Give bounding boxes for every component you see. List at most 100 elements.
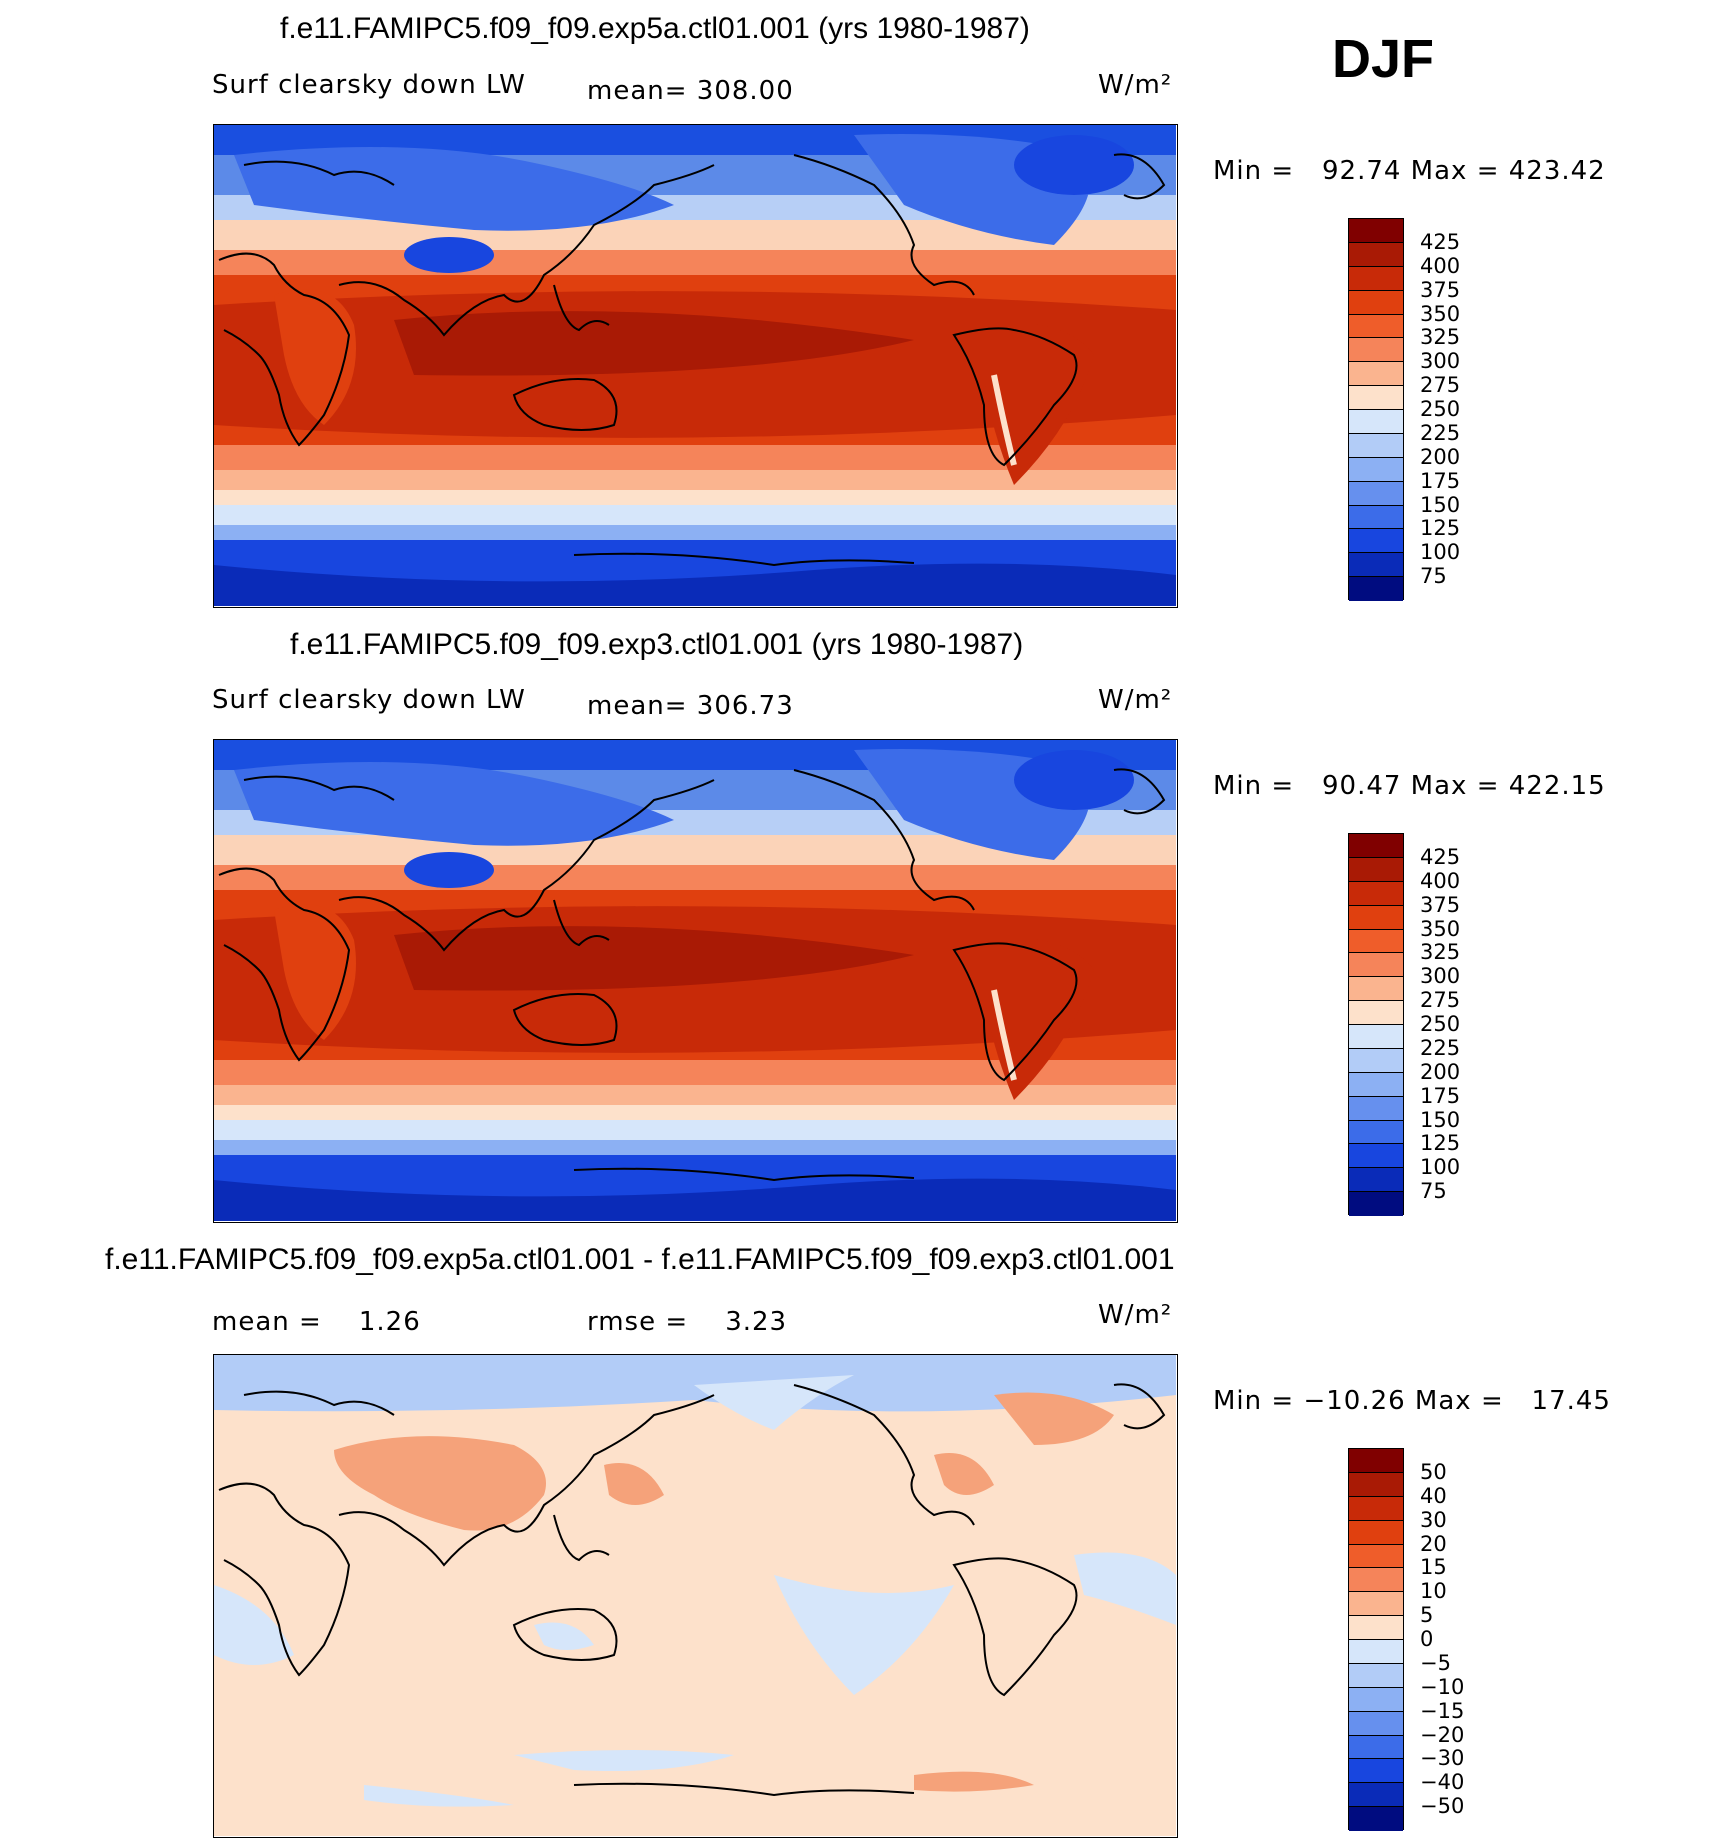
colorbar-label: 250 bbox=[1420, 397, 1461, 421]
colorbar-swatch bbox=[1349, 1735, 1403, 1760]
colorbar-label: 325 bbox=[1420, 325, 1461, 350]
colorbar-swatch bbox=[1349, 1025, 1403, 1049]
colorbar-label: 400 bbox=[1420, 253, 1461, 278]
colorbar-swatch bbox=[1349, 1687, 1403, 1712]
colorbar-label: 5 bbox=[1420, 1603, 1434, 1628]
colorbar-swatch bbox=[1349, 1072, 1403, 1097]
panel-3-map bbox=[213, 1354, 1178, 1838]
season-label: DJF bbox=[1332, 29, 1435, 89]
colorbar-label: 325 bbox=[1420, 940, 1461, 965]
panel-3-units: W/m² bbox=[1098, 1300, 1173, 1330]
colorbar-label: 50 bbox=[1420, 1459, 1447, 1484]
colorbar-swatch bbox=[1349, 1544, 1403, 1569]
colorbar-swatch bbox=[1349, 1048, 1403, 1073]
colorbar-label: 150 bbox=[1420, 1107, 1461, 1132]
panel-1-map bbox=[213, 124, 1178, 608]
colorbar-swatch bbox=[1349, 457, 1403, 482]
colorbar-label: −5 bbox=[1420, 1650, 1451, 1675]
colorbar-label: 200 bbox=[1420, 444, 1461, 469]
colorbar-label: 20 bbox=[1420, 1531, 1447, 1556]
colorbar-swatch bbox=[1349, 1807, 1403, 1831]
colorbar-swatch bbox=[1349, 953, 1403, 978]
panel-3-colorbar bbox=[1348, 1448, 1404, 1831]
colorbar-swatch bbox=[1349, 1472, 1403, 1497]
panel-1-minmax: Min = 92.74 Max = 423.42 bbox=[1213, 156, 1606, 186]
colorbar-swatch bbox=[1349, 1120, 1403, 1145]
colorbar-label: 425 bbox=[1420, 229, 1461, 254]
colorbar-swatch bbox=[1349, 433, 1403, 458]
colorbar-swatch bbox=[1349, 481, 1403, 506]
panel-2-field bbox=[214, 740, 1176, 1221]
panel-1-mean: mean= 308.00 bbox=[587, 76, 794, 106]
colorbar-swatch bbox=[1349, 314, 1403, 339]
colorbar-label: −50 bbox=[1420, 1794, 1465, 1819]
colorbar-swatch bbox=[1349, 386, 1403, 410]
colorbar-label: 40 bbox=[1420, 1483, 1447, 1508]
colorbar-swatch bbox=[1349, 1144, 1403, 1169]
colorbar-label: 75 bbox=[1420, 564, 1447, 589]
colorbar-swatch bbox=[1349, 1640, 1403, 1664]
colorbar-swatch bbox=[1349, 977, 1403, 1002]
colorbar-swatch bbox=[1349, 1520, 1403, 1545]
panel-3-minmax: Min = −10.26 Max = 17.45 bbox=[1213, 1386, 1611, 1416]
colorbar-swatch bbox=[1349, 1096, 1403, 1121]
panel-2-units: W/m² bbox=[1098, 685, 1173, 715]
colorbar-label: 10 bbox=[1420, 1579, 1447, 1604]
colorbar-label: 350 bbox=[1420, 916, 1461, 941]
colorbar-swatch bbox=[1349, 219, 1403, 243]
colorbar-swatch bbox=[1349, 857, 1403, 882]
colorbar-swatch bbox=[1349, 1001, 1403, 1025]
colorbar-label: 300 bbox=[1420, 964, 1461, 989]
colorbar-swatch bbox=[1349, 338, 1403, 363]
colorbar-swatch bbox=[1349, 1192, 1403, 1216]
colorbar-label: 375 bbox=[1420, 277, 1461, 302]
panel-3-mean: mean = 1.26 bbox=[212, 1307, 421, 1337]
colorbar-swatch bbox=[1349, 553, 1403, 578]
panel-2-title: f.e11.FAMIPC5.f09_f09.exp3.ctl01.001 (yr… bbox=[290, 628, 1024, 661]
colorbar-label: 275 bbox=[1420, 373, 1461, 398]
colorbar-swatch bbox=[1349, 1663, 1403, 1688]
colorbar-swatch bbox=[1349, 242, 1403, 267]
colorbar-swatch bbox=[1349, 881, 1403, 906]
colorbar-label: 425 bbox=[1420, 844, 1461, 869]
panel-2-minmax: Min = 90.47 Max = 422.15 bbox=[1213, 771, 1606, 801]
colorbar-label: −15 bbox=[1420, 1698, 1465, 1723]
colorbar-swatch bbox=[1349, 1759, 1403, 1784]
panel-3-field bbox=[214, 1355, 1176, 1836]
colorbar-swatch bbox=[1349, 505, 1403, 530]
colorbar-swatch bbox=[1349, 1783, 1403, 1808]
colorbar-swatch bbox=[1349, 529, 1403, 554]
colorbar-label: −30 bbox=[1420, 1746, 1465, 1771]
colorbar-label: −40 bbox=[1420, 1770, 1465, 1795]
colorbar-label: 250 bbox=[1420, 1012, 1461, 1036]
panel-1-title: f.e11.FAMIPC5.f09_f09.exp5a.ctl01.001 (y… bbox=[280, 12, 1030, 45]
colorbar-label: 300 bbox=[1420, 349, 1461, 374]
colorbar-label: 0 bbox=[1420, 1627, 1434, 1651]
colorbar-swatch bbox=[1349, 1568, 1403, 1593]
colorbar-label: 350 bbox=[1420, 301, 1461, 326]
colorbar-swatch bbox=[1349, 1168, 1403, 1193]
colorbar-swatch bbox=[1349, 834, 1403, 858]
colorbar-swatch bbox=[1349, 266, 1403, 291]
panel-3-title: f.e11.FAMIPC5.f09_f09.exp5a.ctl01.001 - … bbox=[105, 1243, 1175, 1276]
colorbar-label: 175 bbox=[1420, 1083, 1461, 1108]
panel-1-field bbox=[214, 125, 1176, 606]
colorbar-label: 75 bbox=[1420, 1179, 1447, 1204]
panel-1-units: W/m² bbox=[1098, 70, 1173, 100]
panel-1-colorbar bbox=[1348, 218, 1404, 601]
colorbar-label: 175 bbox=[1420, 468, 1461, 493]
colorbar-label: 275 bbox=[1420, 988, 1461, 1013]
colorbar-label: −10 bbox=[1420, 1674, 1465, 1699]
panel-1-variable: Surf clearsky down LW bbox=[212, 70, 526, 100]
colorbar-swatch bbox=[1349, 929, 1403, 954]
colorbar-swatch bbox=[1349, 362, 1403, 387]
colorbar-swatch bbox=[1349, 410, 1403, 434]
colorbar-label: 15 bbox=[1420, 1555, 1447, 1580]
panel-2-variable: Surf clearsky down LW bbox=[212, 685, 526, 715]
colorbar-swatch bbox=[1349, 290, 1403, 315]
colorbar-swatch bbox=[1349, 905, 1403, 930]
colorbar-swatch bbox=[1349, 1616, 1403, 1640]
panel-2-map bbox=[213, 739, 1178, 1223]
colorbar-swatch bbox=[1349, 1592, 1403, 1617]
colorbar-swatch bbox=[1349, 1449, 1403, 1473]
